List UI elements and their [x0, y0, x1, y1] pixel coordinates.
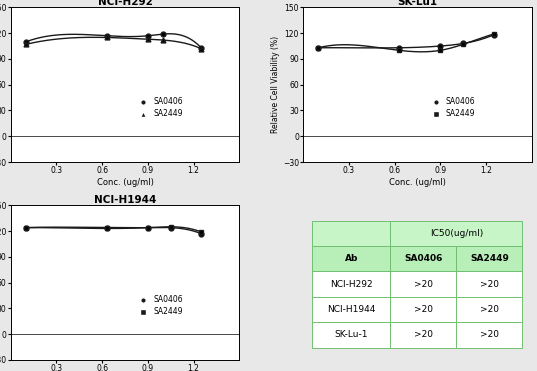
Bar — [456, 297, 523, 322]
Bar — [456, 246, 523, 272]
Bar — [456, 272, 523, 297]
Legend: SA0406, SA2449: SA0406, SA2449 — [133, 94, 186, 121]
Legend: SA0406, SA2449: SA0406, SA2449 — [133, 292, 186, 319]
Bar — [313, 246, 390, 272]
Bar — [456, 322, 523, 348]
Text: >20: >20 — [480, 280, 499, 289]
Bar — [390, 246, 456, 272]
X-axis label: Conc. (ug/ml): Conc. (ug/ml) — [389, 178, 446, 187]
Bar — [313, 221, 390, 246]
Text: >20: >20 — [413, 280, 433, 289]
Text: >20: >20 — [480, 330, 499, 339]
Title: SK-Lu1: SK-Lu1 — [397, 0, 438, 7]
Bar — [313, 297, 390, 322]
Text: Ab: Ab — [345, 254, 358, 263]
Text: NCI-H292: NCI-H292 — [330, 280, 373, 289]
Text: SA0406: SA0406 — [404, 254, 442, 263]
Text: NCI-H1944: NCI-H1944 — [327, 305, 375, 314]
Text: >20: >20 — [413, 330, 433, 339]
Bar — [390, 297, 456, 322]
Text: >20: >20 — [413, 305, 433, 314]
Y-axis label: Relative Cell Viability (%): Relative Cell Viability (%) — [271, 36, 280, 133]
Bar — [313, 272, 390, 297]
Text: SK-Lu-1: SK-Lu-1 — [335, 330, 368, 339]
Bar — [390, 221, 523, 246]
Title: NCI-H292: NCI-H292 — [98, 0, 153, 7]
Legend: SA0406, SA2449: SA0406, SA2449 — [425, 94, 478, 121]
Bar — [313, 322, 390, 348]
X-axis label: Conc. (ug/ml): Conc. (ug/ml) — [97, 178, 154, 187]
Bar — [390, 322, 456, 348]
Bar — [390, 272, 456, 297]
Text: >20: >20 — [480, 305, 499, 314]
Text: IC50(ug/ml): IC50(ug/ml) — [430, 229, 483, 238]
Text: SA2449: SA2449 — [470, 254, 509, 263]
Title: NCI-H1944: NCI-H1944 — [94, 194, 156, 204]
